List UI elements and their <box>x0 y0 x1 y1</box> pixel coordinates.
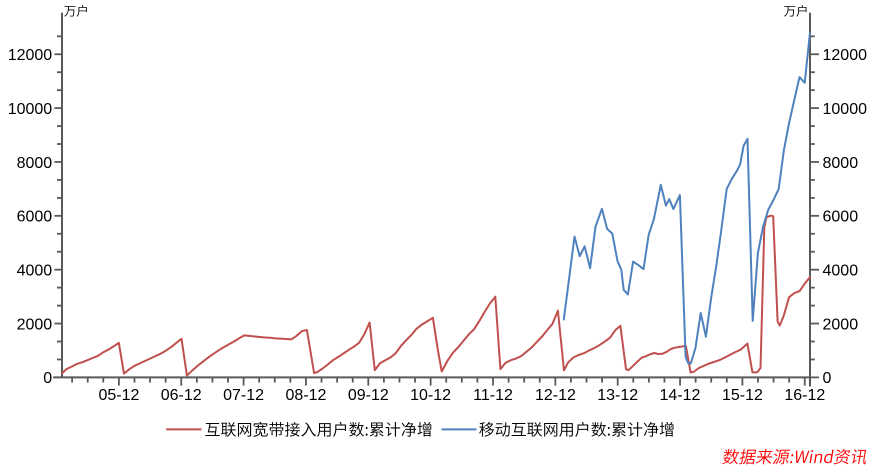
svg-text:15-12: 15-12 <box>722 387 763 404</box>
svg-text:4000: 4000 <box>823 263 859 280</box>
svg-text:10000: 10000 <box>8 101 53 118</box>
svg-text:0: 0 <box>43 370 52 387</box>
svg-text:09-12: 09-12 <box>348 387 389 404</box>
svg-text:06-12: 06-12 <box>161 387 202 404</box>
svg-text:05-12: 05-12 <box>98 387 139 404</box>
svg-text:12000: 12000 <box>823 47 868 64</box>
svg-text:2000: 2000 <box>17 316 53 333</box>
svg-text:11-12: 11-12 <box>473 387 513 404</box>
svg-text:10-12: 10-12 <box>410 387 451 404</box>
svg-text:4000: 4000 <box>17 263 53 280</box>
svg-text:16-12: 16-12 <box>784 387 825 404</box>
svg-text:2000: 2000 <box>823 316 859 333</box>
svg-text:13-12: 13-12 <box>597 387 638 404</box>
svg-text:07-12: 07-12 <box>223 387 264 404</box>
svg-text:12-12: 12-12 <box>535 387 576 404</box>
svg-text:8000: 8000 <box>17 155 53 172</box>
svg-text:10000: 10000 <box>823 101 868 118</box>
svg-text:08-12: 08-12 <box>286 387 327 404</box>
svg-text:12000: 12000 <box>8 47 53 64</box>
svg-text:8000: 8000 <box>823 155 859 172</box>
svg-text:14-12: 14-12 <box>660 387 701 404</box>
svg-text:0: 0 <box>823 370 832 387</box>
svg-text:6000: 6000 <box>823 209 859 226</box>
svg-text:6000: 6000 <box>17 209 53 226</box>
